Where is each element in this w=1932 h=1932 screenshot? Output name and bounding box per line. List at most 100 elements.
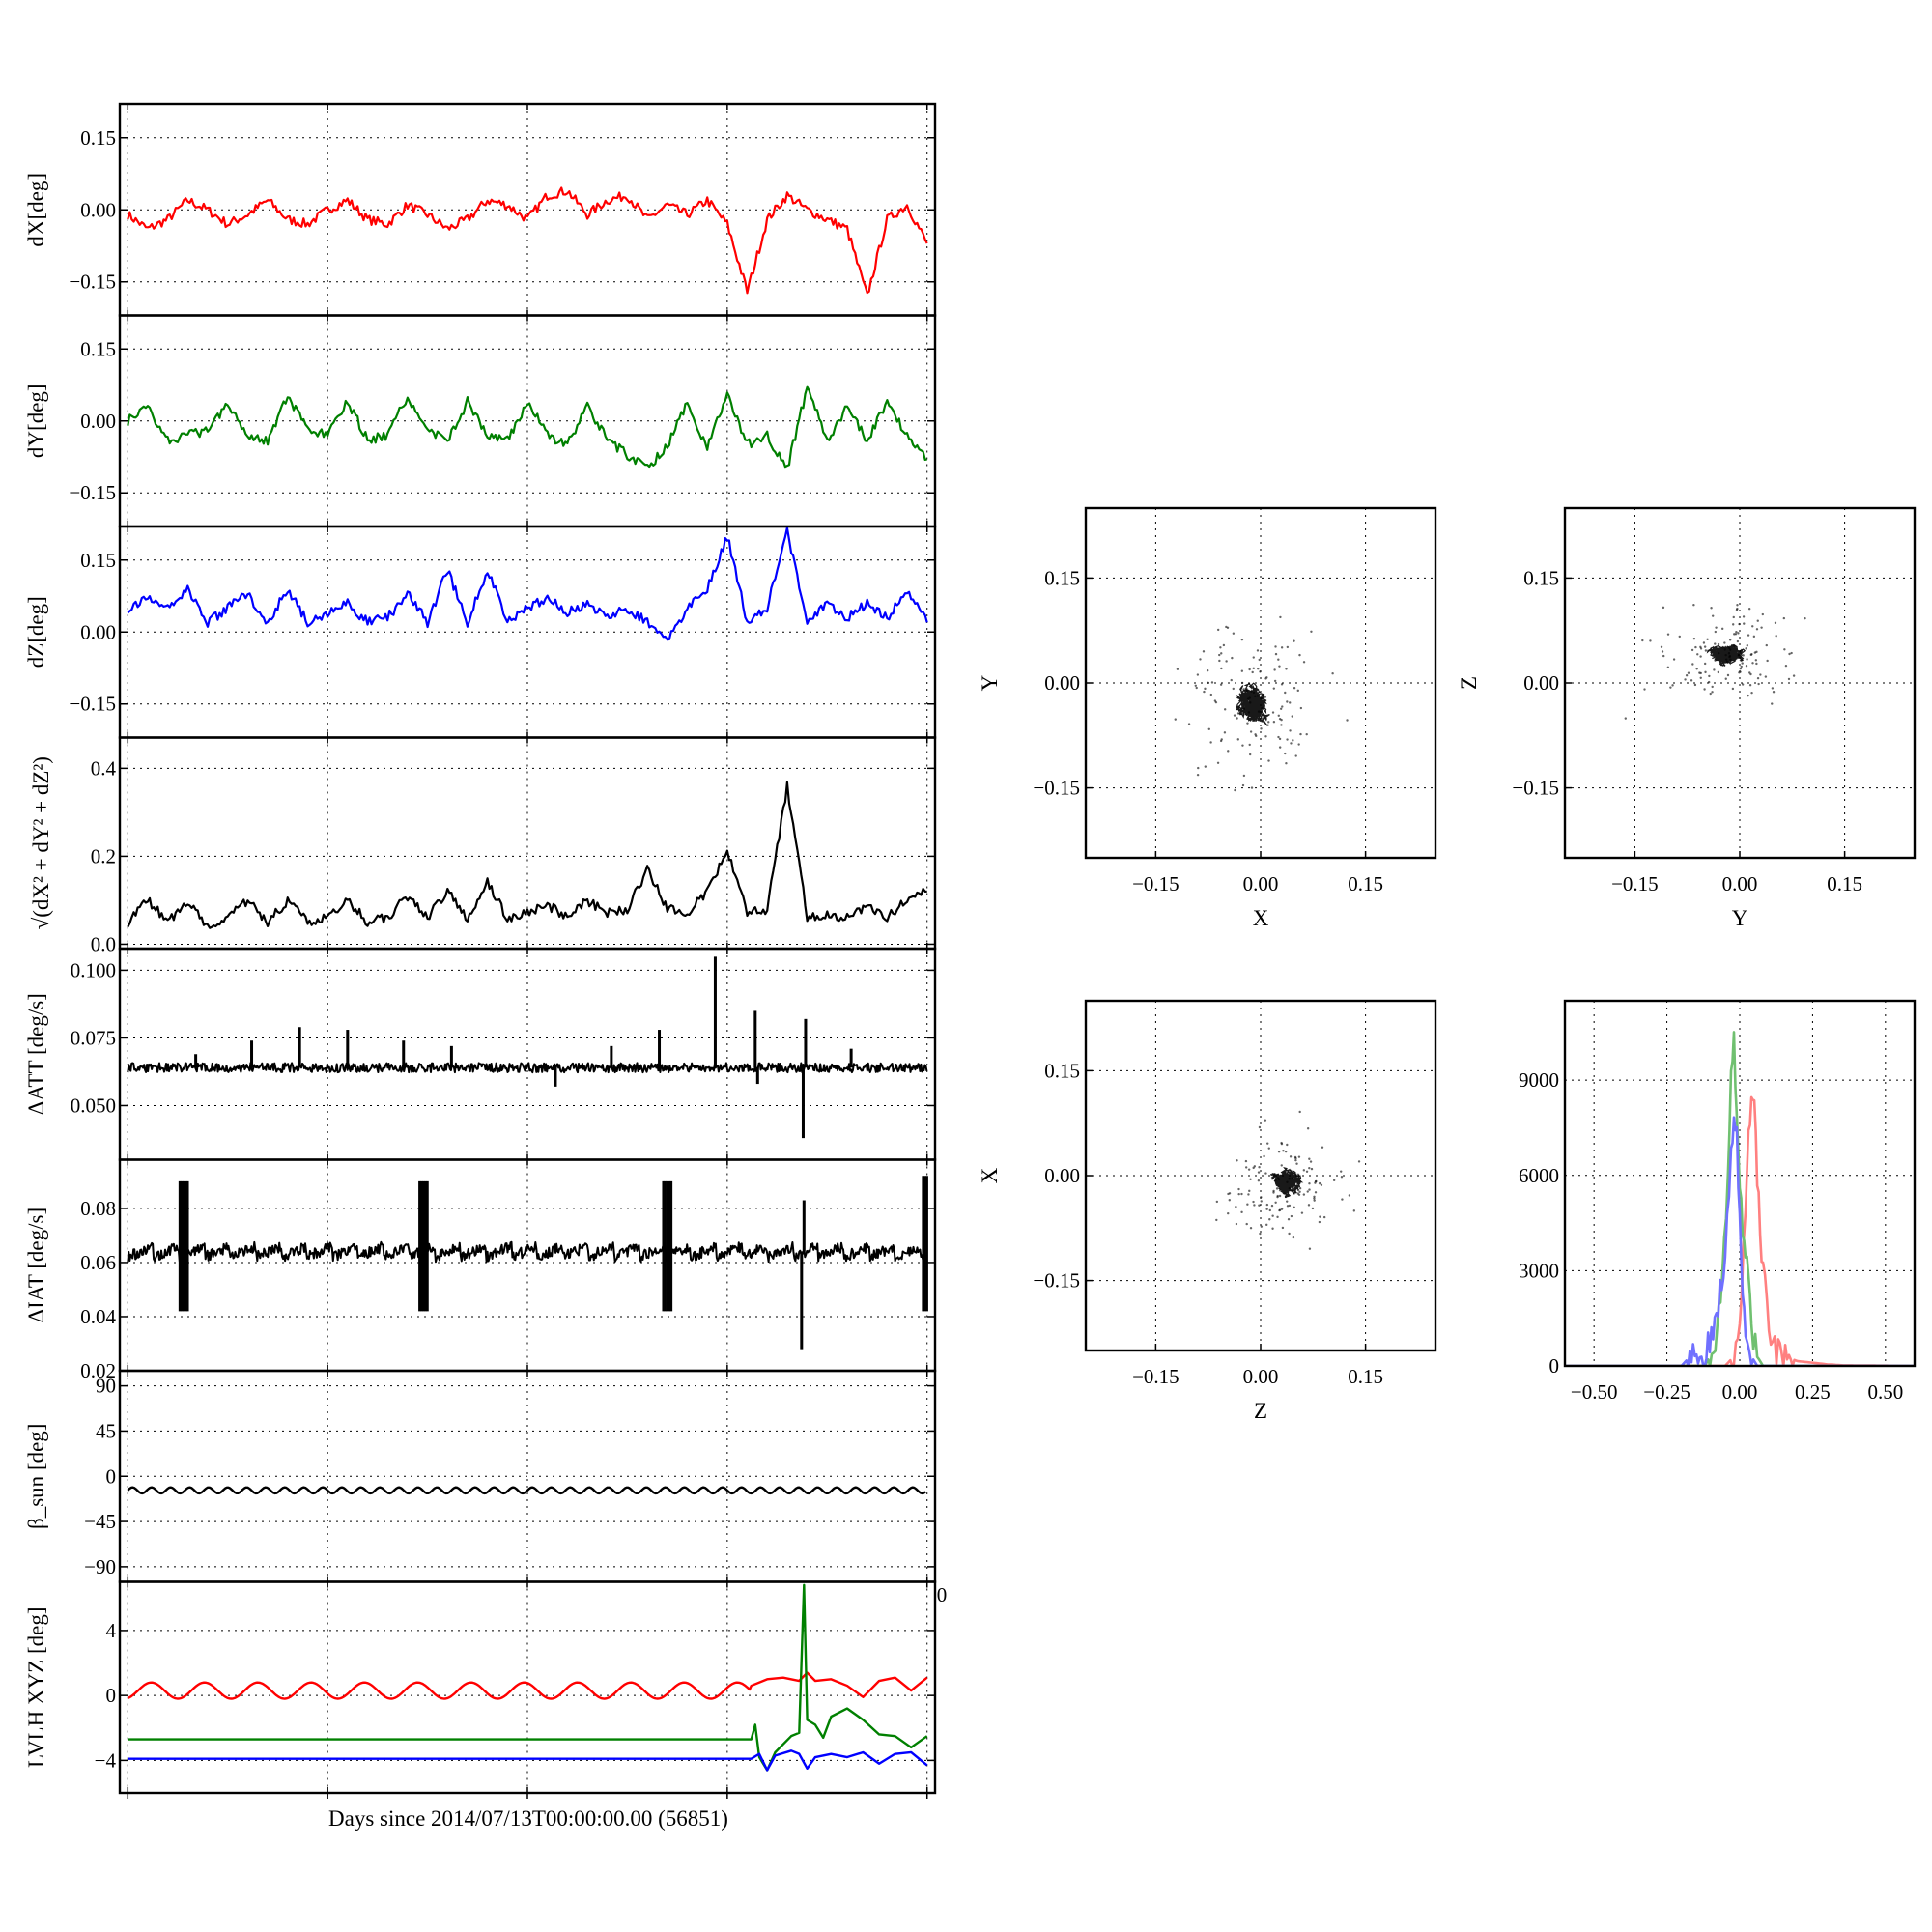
ytick-label: 0.00 <box>1044 671 1080 695</box>
scatter-point <box>1266 724 1269 726</box>
scatter-point <box>1274 1201 1277 1205</box>
scatter-point <box>1669 686 1672 689</box>
scatter-point <box>1257 1179 1261 1182</box>
plot-area <box>127 526 928 641</box>
scatter-point <box>1244 1159 1248 1163</box>
scatter-point <box>1698 671 1701 674</box>
scatter-point <box>1804 616 1806 620</box>
scatter-point <box>1733 633 1736 636</box>
scatter-point <box>1298 1190 1301 1193</box>
scatter-point <box>1267 721 1270 724</box>
ytick-label: 0.00 <box>80 410 116 433</box>
ytick-label: −0.15 <box>1512 777 1559 800</box>
ytick-label: 0.08 <box>80 1197 116 1220</box>
plot-area <box>127 956 928 1139</box>
scatter-point <box>1207 681 1209 684</box>
scatter-point <box>1232 687 1235 691</box>
panel-dZ: 0.15 0.00 −0.15 dZ[deg] <box>24 525 937 739</box>
scatter-point <box>1249 1178 1252 1181</box>
scatter-point <box>1666 633 1670 636</box>
scatter-point <box>1690 679 1693 682</box>
scatter-point <box>1296 689 1299 693</box>
scatter-point <box>1666 666 1670 669</box>
scatter-point <box>1274 652 1278 656</box>
scatter-point <box>1253 1165 1257 1168</box>
scatter-point <box>1723 648 1726 651</box>
scatter-point <box>1695 668 1698 670</box>
ytick-label: 0 <box>106 1464 117 1488</box>
scatter-point <box>1745 665 1748 668</box>
ylabel: LVLH XYZ [deg] <box>24 1606 48 1768</box>
scatter-point <box>1737 632 1740 635</box>
scatter-point <box>1694 645 1697 649</box>
scatter-point <box>1290 1214 1293 1218</box>
panel-frame <box>1563 506 1917 860</box>
ytick-label: 90 <box>96 1375 116 1398</box>
scatter-point <box>1735 609 1739 611</box>
scatter-point <box>1196 673 1200 676</box>
scatter-point <box>1237 1187 1240 1191</box>
ytick-label: 0.2 <box>91 844 116 867</box>
ytick-label: 45 <box>96 1419 116 1442</box>
scatter-point <box>1280 724 1283 726</box>
scatter-point <box>1699 645 1702 649</box>
scatter-point <box>1699 676 1702 679</box>
scatter-point <box>1290 742 1293 745</box>
scatter-point <box>1687 671 1690 674</box>
scatter-point <box>1280 718 1283 722</box>
scatter-point <box>1726 673 1730 677</box>
scatter-point <box>1284 691 1287 695</box>
scatter-point <box>1624 717 1627 720</box>
scatter-point <box>1231 656 1234 660</box>
scatter-cluster <box>1706 643 1747 668</box>
scatter-point <box>1319 1215 1321 1218</box>
scatter-point <box>1260 696 1263 700</box>
scatter-point <box>1739 670 1742 673</box>
xtick-label: −0.15 <box>1132 872 1179 895</box>
scatter-point <box>1748 684 1752 687</box>
scatter-point <box>1215 1200 1219 1204</box>
series-line-beta <box>127 1486 926 1495</box>
scatter-point <box>1792 674 1796 677</box>
scatter-point <box>1252 667 1255 670</box>
scatter-point <box>1685 673 1689 677</box>
xlabel: Z <box>1254 1399 1267 1423</box>
scatter-point <box>1258 1204 1261 1207</box>
scatter-point <box>1692 604 1695 607</box>
ylabel: β_sun [deg] <box>24 1424 48 1529</box>
scatter-point <box>1760 626 1763 629</box>
scatter-point <box>1736 639 1740 643</box>
scatter-point <box>1268 1218 1271 1221</box>
scatter-point <box>1320 1183 1323 1186</box>
scatter-point <box>1278 746 1282 749</box>
scatter-point <box>1291 1188 1293 1192</box>
scatter-point <box>1241 783 1245 787</box>
panel-frame <box>118 736 937 951</box>
scatter-point <box>1236 1159 1238 1162</box>
scatter-point <box>1245 689 1249 693</box>
scatter-point <box>1257 1171 1261 1174</box>
scatter-point <box>1252 656 1255 659</box>
scatter-point <box>1308 1181 1311 1185</box>
scatter-point <box>1339 1170 1343 1173</box>
scatter-point <box>1248 743 1251 747</box>
scatter-point <box>1318 1220 1321 1224</box>
ytick-label: 9000 <box>1519 1068 1559 1092</box>
scatter-point <box>1278 665 1281 668</box>
xtick-label: 0.25 <box>1795 1380 1831 1404</box>
scatter-point <box>1293 1155 1297 1159</box>
scatter-point <box>1232 632 1236 635</box>
scatter-point <box>1295 1162 1298 1165</box>
scatter-point <box>1293 639 1295 642</box>
scatter-point <box>1262 694 1264 696</box>
scatter-point <box>1174 718 1177 721</box>
scatter-point <box>1277 735 1280 739</box>
scatter-point <box>1662 606 1665 610</box>
scatter-point <box>1247 1168 1251 1171</box>
scatter-point <box>1280 1208 1284 1210</box>
scatter-point <box>1756 619 1759 622</box>
plot-area <box>127 1176 928 1350</box>
scatter-point <box>1710 607 1713 610</box>
panel-beta: 90 45 0 −45 −90 β_sun [deg] <box>24 1369 937 1583</box>
ytick-label: 0.02 <box>80 1359 116 1382</box>
